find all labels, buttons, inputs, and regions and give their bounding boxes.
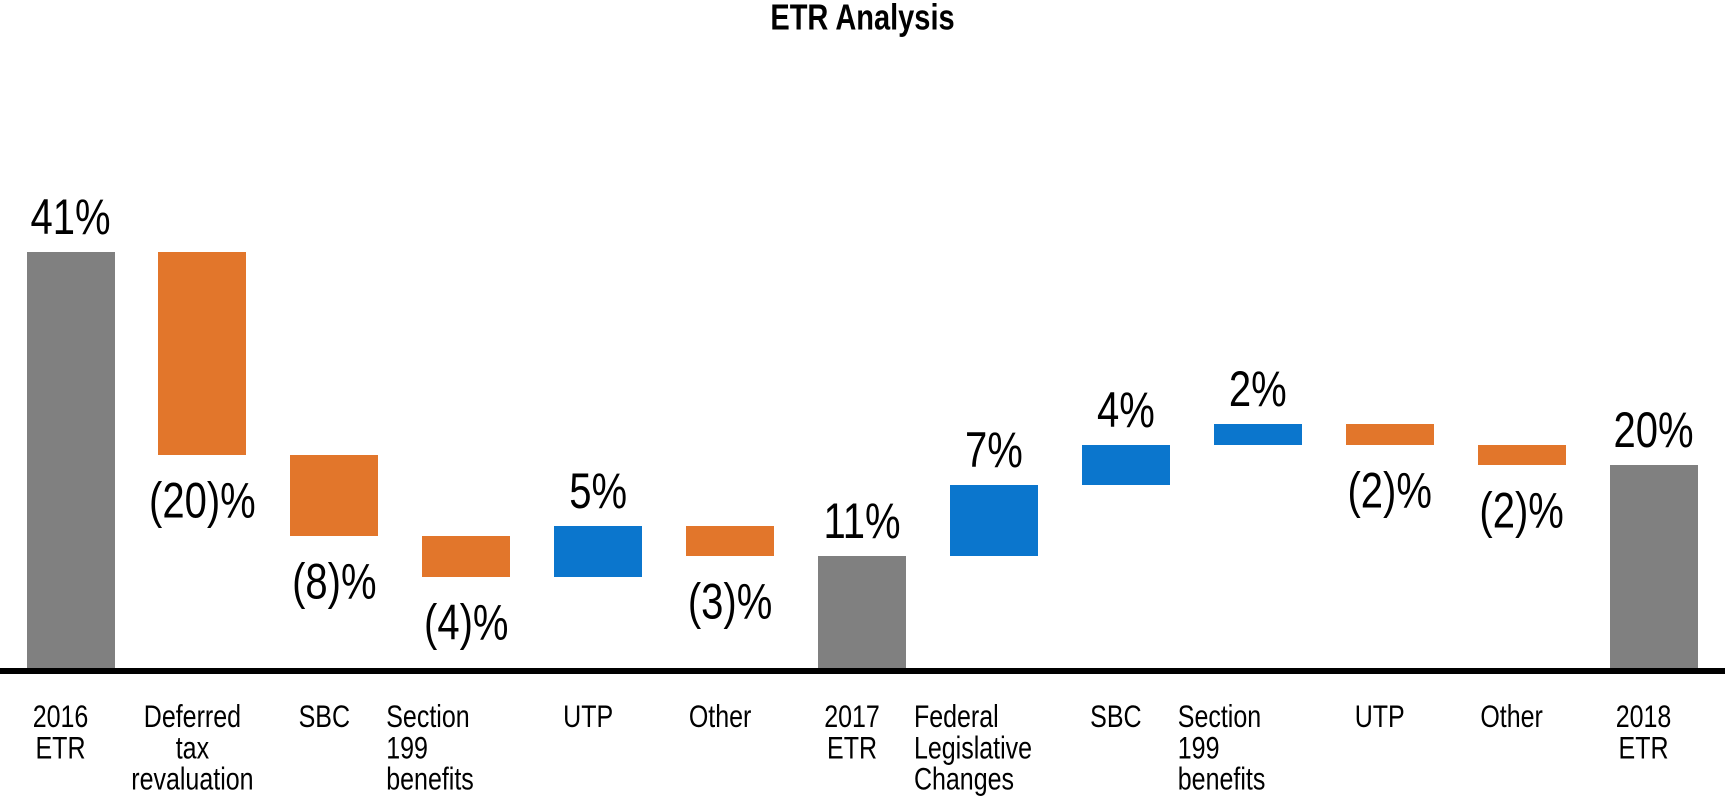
category-label-line: Legislative	[913, 730, 1033, 766]
x-axis-baseline	[0, 668, 1725, 674]
bar-deferred-tax-revaluation	[158, 251, 247, 455]
category-label-deferred-tax-revaluation: Deferred tax revaluation	[122, 699, 262, 797]
bar-sbc-2	[1081, 444, 1170, 486]
category-label-line: Changes	[913, 762, 1015, 797]
category-label-section-199-benefits-2: Section 199 benefits	[1177, 699, 1318, 797]
category-label-sbc-2: SBC	[1046, 699, 1186, 735]
bar-2016-etr	[26, 251, 115, 668]
category-label-line: benefits	[1177, 762, 1266, 797]
category-label-sbc: SBC	[254, 699, 394, 735]
category-label-line: revaluation	[131, 762, 254, 797]
category-label-line: ETR	[1618, 730, 1669, 766]
data-label-utp: 5%	[569, 464, 628, 520]
category-label-other-2: Other	[1442, 699, 1582, 735]
category-label-2018-etr: 2018 ETR	[1574, 699, 1714, 766]
category-label-line: UTP	[1354, 699, 1405, 735]
chart-title: ETR Analysis	[770, 0, 955, 38]
category-label-2017-etr: 2017 ETR	[782, 699, 922, 766]
data-label-sbc-2: 4%	[1096, 382, 1155, 438]
category-label-line: SBC	[298, 699, 351, 735]
data-label-utp-2: (2)%	[1347, 463, 1432, 519]
category-label-line: 2018	[1615, 699, 1672, 735]
category-label-utp-2: UTP	[1310, 699, 1450, 735]
data-label-section-199-benefits: (4)%	[424, 595, 509, 651]
category-label-line: ETR	[827, 730, 878, 766]
data-label-other-2: (2)%	[1479, 483, 1564, 539]
category-label-line: 2017	[824, 699, 880, 735]
data-label-deferred-tax-revaluation: (20)%	[149, 473, 256, 529]
category-label-line: 199	[386, 730, 428, 766]
data-label-2018-etr: 20%	[1613, 403, 1694, 459]
category-label-line: Section	[386, 699, 470, 735]
category-label-line: ETR	[35, 730, 86, 766]
category-label-line: 199	[1177, 730, 1220, 766]
category-label-2016-etr: 2016 ETR	[0, 699, 131, 766]
category-label-line: Section	[1177, 699, 1262, 735]
category-label-federal-legislative-changes: Federal Legislative Changes	[913, 699, 1054, 797]
data-label-sbc: (8)%	[292, 554, 377, 610]
category-label-line: UTP	[563, 699, 614, 735]
bar-section-199-benefits-2	[1213, 424, 1302, 445]
category-label-line: tax	[175, 730, 210, 766]
data-label-2016-etr: 41%	[30, 190, 111, 246]
data-label-2017-etr: 11%	[823, 494, 901, 550]
bar-other	[686, 525, 775, 557]
category-label-line: SBC	[1090, 699, 1142, 735]
category-label-utp: UTP	[518, 699, 658, 735]
data-label-other: (3)%	[687, 575, 773, 631]
category-label-section-199-benefits: Section 199 benefits	[386, 699, 526, 797]
category-label-line: 2016	[32, 699, 89, 735]
data-label-federal-legislative-changes: 7%	[965, 423, 1023, 479]
bar-other-2	[1477, 444, 1566, 465]
bar-section-199-benefits	[422, 536, 511, 577]
bar-2018-etr	[1609, 465, 1698, 668]
category-label-line: Other	[1480, 699, 1543, 735]
category-label-other: Other	[650, 699, 790, 735]
bar-utp-2	[1345, 424, 1434, 445]
bar-2017-etr	[818, 556, 907, 668]
category-label-line: benefits	[386, 762, 474, 797]
category-label-line: Deferred	[143, 699, 242, 735]
data-label-section-199-benefits-2: 2%	[1228, 362, 1287, 418]
category-label-line: Other	[688, 699, 752, 735]
category-label-line: Federal	[913, 699, 999, 735]
bar-utp	[554, 525, 643, 577]
bar-sbc	[290, 454, 379, 537]
bar-federal-legislative-changes	[949, 485, 1038, 557]
